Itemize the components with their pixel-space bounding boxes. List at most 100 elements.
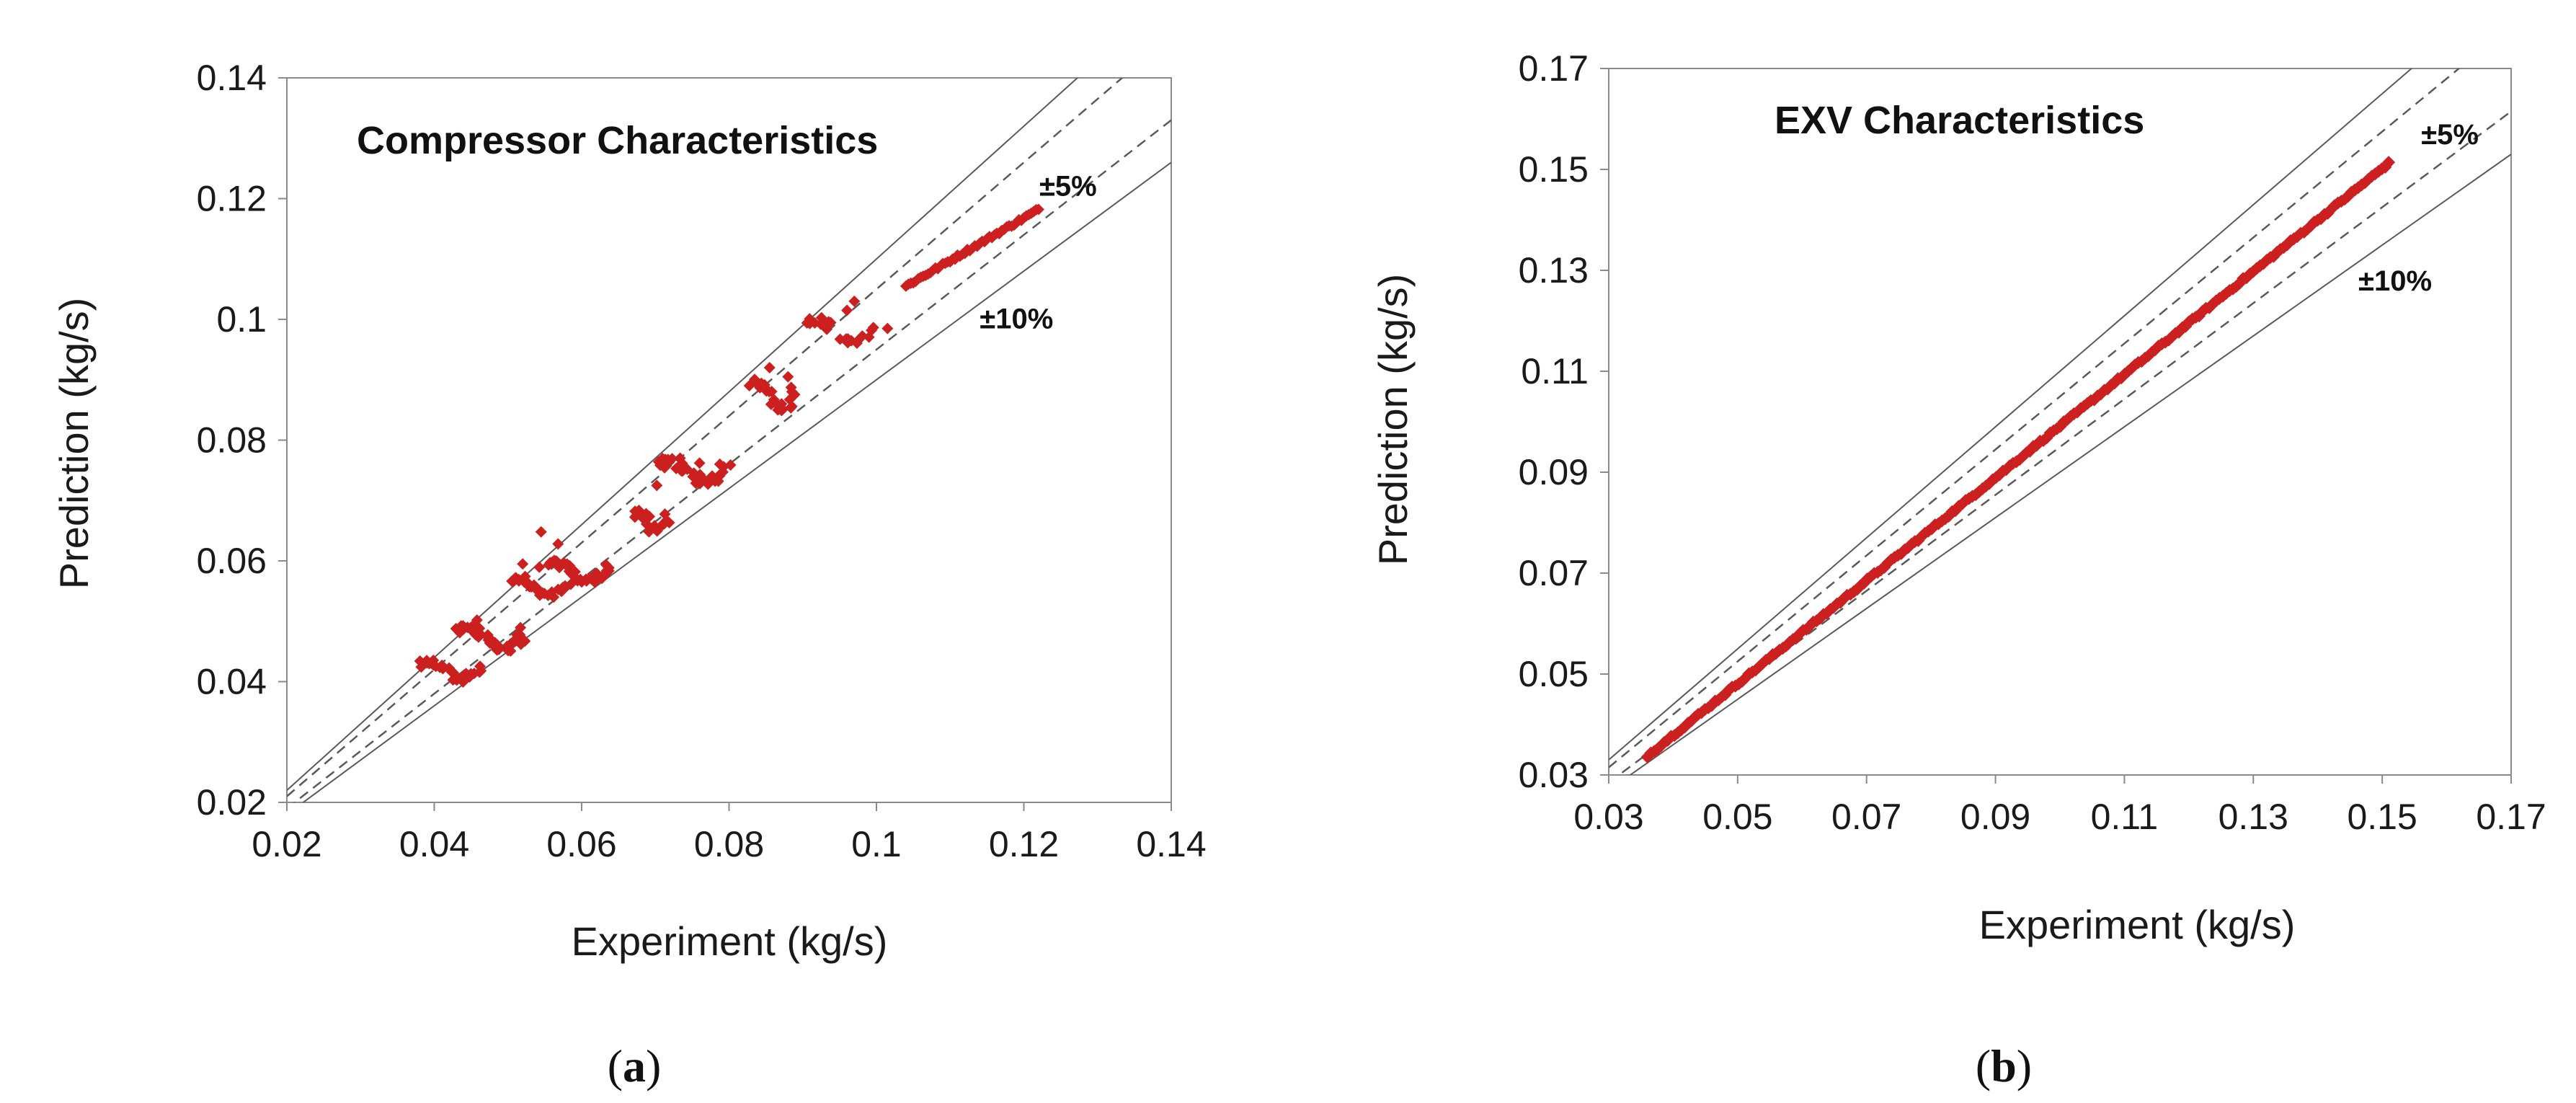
chart-b-ytick-label: 0.05 [1519, 654, 1589, 694]
chart-a-data-point [452, 624, 464, 637]
chart-a-data-point [548, 554, 560, 567]
chart-a: Compressor Characteristics Experiment (k… [51, 58, 1207, 1091]
panel-label-b-letter: b [1991, 1040, 2017, 1091]
chart-b-xtick-label: 0.05 [1702, 797, 1772, 837]
chart-b-tol-line-dashed-upper [1609, 68, 2461, 768]
chart-a-xlabel: Experiment (kg/s) [572, 918, 888, 964]
chart-a-data-point [677, 465, 689, 477]
chart-a-ytick-label: 0.1 [216, 299, 267, 340]
panel-label-a-prefix: ( [608, 1040, 623, 1091]
chart-b-ytick-label: 0.03 [1519, 755, 1589, 795]
chart-a-data-point [556, 584, 569, 596]
chart-a-ytick-label: 0.12 [197, 179, 267, 219]
chart-a-data-point [557, 557, 569, 570]
chart-a-data-point [517, 558, 529, 570]
chart-a-data-point [659, 508, 671, 521]
chart-a-band-label: ±10% [980, 304, 1053, 335]
chart-b: EXV Characteristics Experiment (kg/s) Pr… [1370, 48, 2546, 1091]
chart-a-data-point [702, 478, 714, 490]
chart-a-tol-line-dashed-lower [293, 119, 1171, 802]
chart-a-data-point [748, 375, 760, 387]
chart-b-ytick-label: 0.15 [1519, 149, 1589, 190]
chart-a-plot-frame [286, 77, 1172, 803]
chart-b-xtick-label: 0.07 [1831, 797, 1901, 837]
chart-a-ylabel: Prediction (kg/s) [51, 298, 97, 590]
chart-a-data-point [600, 559, 612, 571]
chart-a-data-point [427, 655, 440, 667]
chart-a-data-point [717, 461, 729, 473]
chart-a-data-point [694, 477, 706, 490]
chart-a-data-point [867, 322, 879, 334]
chart-a-xtick-label: 0.1 [851, 824, 902, 864]
chart-b-tol-line-solid-lower [1629, 154, 2511, 775]
chart-b-xtick-label: 0.09 [1960, 797, 2030, 837]
chart-a-tol-line-solid-lower [302, 161, 1171, 802]
chart-a-tol-line-dashed-upper [287, 78, 1124, 797]
chart-b-plot-frame [1608, 68, 2512, 776]
chart-b-ytick-label: 0.13 [1519, 250, 1589, 291]
chart-b-tol-line-solid-upper [1609, 68, 2413, 761]
chart-b-xtick-label: 0.13 [2219, 797, 2288, 837]
chart-a-data-point [881, 322, 894, 335]
chart-a-ytick-label: 0.08 [197, 420, 267, 461]
chart-a-data-point [552, 538, 564, 550]
chart-a-xtick-label: 0.02 [252, 824, 321, 864]
chart-a-data-point [765, 386, 778, 398]
chart-b-ytick-label: 0.09 [1519, 452, 1589, 492]
chart-b-band-label: ±10% [2358, 265, 2432, 297]
chart-a-data-point [848, 295, 861, 307]
panel-label-b: (b) [1976, 1040, 2032, 1091]
chart-a-band-label: ±5% [1039, 170, 1097, 202]
chart-a-data-point [804, 317, 816, 329]
chart-a-data-point [546, 586, 558, 598]
chart-a-ytick-label: 0.06 [197, 541, 267, 581]
panel-label-b-prefix: ( [1976, 1040, 1991, 1091]
chart-a-xtick-label: 0.08 [694, 824, 764, 864]
panel-label-a-letter: a [623, 1040, 646, 1091]
chart-a-ytick-label: 0.02 [197, 782, 267, 823]
chart-b-xtick-label: 0.11 [2091, 797, 2159, 837]
chart-a-data-point [538, 588, 551, 600]
chart-a-data-point [461, 621, 474, 634]
chart-a-data-point [825, 316, 837, 329]
chart-a-xtick-label: 0.04 [399, 824, 469, 864]
chart-a-data-point [535, 526, 547, 538]
chart-a-data-point [1032, 203, 1044, 216]
chart-a-data-point [693, 457, 706, 469]
chart-b-ylabel: Prediction (kg/s) [1370, 274, 1416, 566]
chart-a-xtick-label: 0.12 [989, 824, 1059, 864]
chart-b-ytick-label: 0.11 [1521, 351, 1589, 391]
chart-b-xtick-label: 0.03 [1573, 797, 1643, 837]
chart-b-xtick-label: 0.17 [2476, 797, 2546, 837]
chart-a-data-point [651, 479, 663, 492]
chart-a-ytick-label: 0.04 [197, 662, 267, 702]
chart-a-points [414, 203, 1044, 688]
chart-a-data-point [519, 635, 531, 647]
chart-a-data-point [841, 304, 853, 316]
chart-a-xtick-label: 0.14 [1136, 824, 1206, 864]
chart-a-title: Compressor Characteristics [357, 119, 878, 162]
chart-b-xlabel: Experiment (kg/s) [1979, 902, 2296, 947]
chart-b-band-label: ±5% [2421, 119, 2479, 151]
chart-a-data-point [763, 362, 776, 373]
chart-a-data-point [514, 629, 526, 641]
panel-label-a: (a) [608, 1040, 662, 1091]
chart-b-xtick-label: 0.15 [2347, 797, 2417, 837]
chart-b-ytick-label: 0.17 [1519, 48, 1589, 89]
chart-a-data-point [437, 663, 449, 675]
chart-b-points [1640, 156, 2396, 764]
chart-a-xtick-label: 0.06 [546, 824, 616, 864]
panel-label-a-suffix: ) [646, 1040, 661, 1091]
chart-b-ytick-label: 0.07 [1519, 553, 1589, 593]
chart-a-data-point [765, 398, 777, 410]
chart-a-data-point [785, 381, 797, 394]
chart-a-data-point [662, 453, 674, 466]
chart-a-data-point [471, 614, 483, 626]
chart-a-data-point [533, 561, 546, 573]
chart-a-data-point [474, 660, 486, 673]
chart-a-data-point [515, 621, 527, 634]
chart-a-ytick-label: 0.14 [197, 58, 267, 98]
chart-b-data-point [2382, 156, 2396, 169]
chart-a-data-point [842, 337, 854, 349]
